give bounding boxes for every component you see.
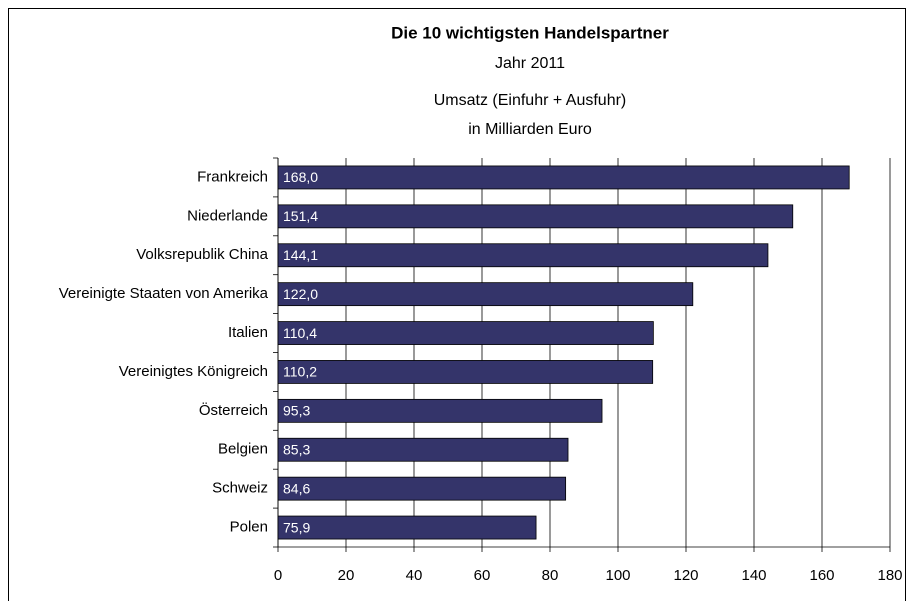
y-tick-label: Volksrepublik China (136, 246, 268, 263)
bar (277, 398, 603, 423)
chart-subtitle: Jahr 2011 (495, 55, 565, 72)
axis-title: in Milliarden Euro (468, 121, 592, 138)
bar (277, 515, 537, 540)
bar (277, 165, 850, 190)
y-tick-label: Italien (228, 324, 268, 341)
y-tick-label: Vereinigte Staaten von Amerika (59, 285, 269, 302)
axis-title: Umsatz (Einfuhr + Ausfuhr) (434, 92, 627, 109)
x-tick-label: 20 (338, 567, 355, 584)
bar (277, 243, 769, 268)
x-tick-label: 100 (605, 567, 630, 584)
value-label: 122,0 (283, 286, 318, 302)
y-tick-label: Österreich (199, 401, 268, 419)
x-tick-label: 0 (274, 567, 282, 584)
value-label: 144,1 (283, 247, 318, 263)
x-tick-label: 140 (741, 567, 766, 584)
value-label: 151,4 (283, 208, 318, 224)
chart-title: Die 10 wichtigsten Handelspartner (391, 23, 669, 42)
value-label: 85,3 (283, 441, 310, 457)
x-tick-label: 80 (542, 567, 559, 584)
y-tick-label: Vereinigtes Königreich (119, 363, 268, 380)
y-tick-label: Belgien (218, 441, 268, 458)
value-label: 95,3 (283, 403, 310, 419)
value-label: 110,4 (283, 325, 317, 341)
y-tick-label: Frankreich (197, 168, 268, 185)
y-tick-label: Polen (230, 519, 268, 536)
x-tick-label: 160 (809, 567, 834, 584)
x-tick-label: 120 (673, 567, 698, 584)
bar (277, 476, 567, 501)
y-tick-label: Niederlande (187, 207, 268, 224)
bar (277, 437, 569, 462)
value-label: 75,9 (283, 519, 310, 535)
chart-frame (8, 8, 906, 601)
y-tick-label: Schweiz (212, 480, 268, 497)
value-label: 84,6 (283, 480, 310, 496)
x-tick-label: 180 (877, 567, 902, 584)
bar (277, 282, 694, 307)
bar (277, 321, 654, 345)
bar (277, 204, 794, 229)
bar (277, 360, 654, 384)
x-tick-label: 40 (406, 567, 423, 584)
x-tick-label: 60 (474, 567, 491, 584)
value-label: 110,2 (283, 364, 317, 380)
value-label: 168,0 (283, 169, 318, 185)
